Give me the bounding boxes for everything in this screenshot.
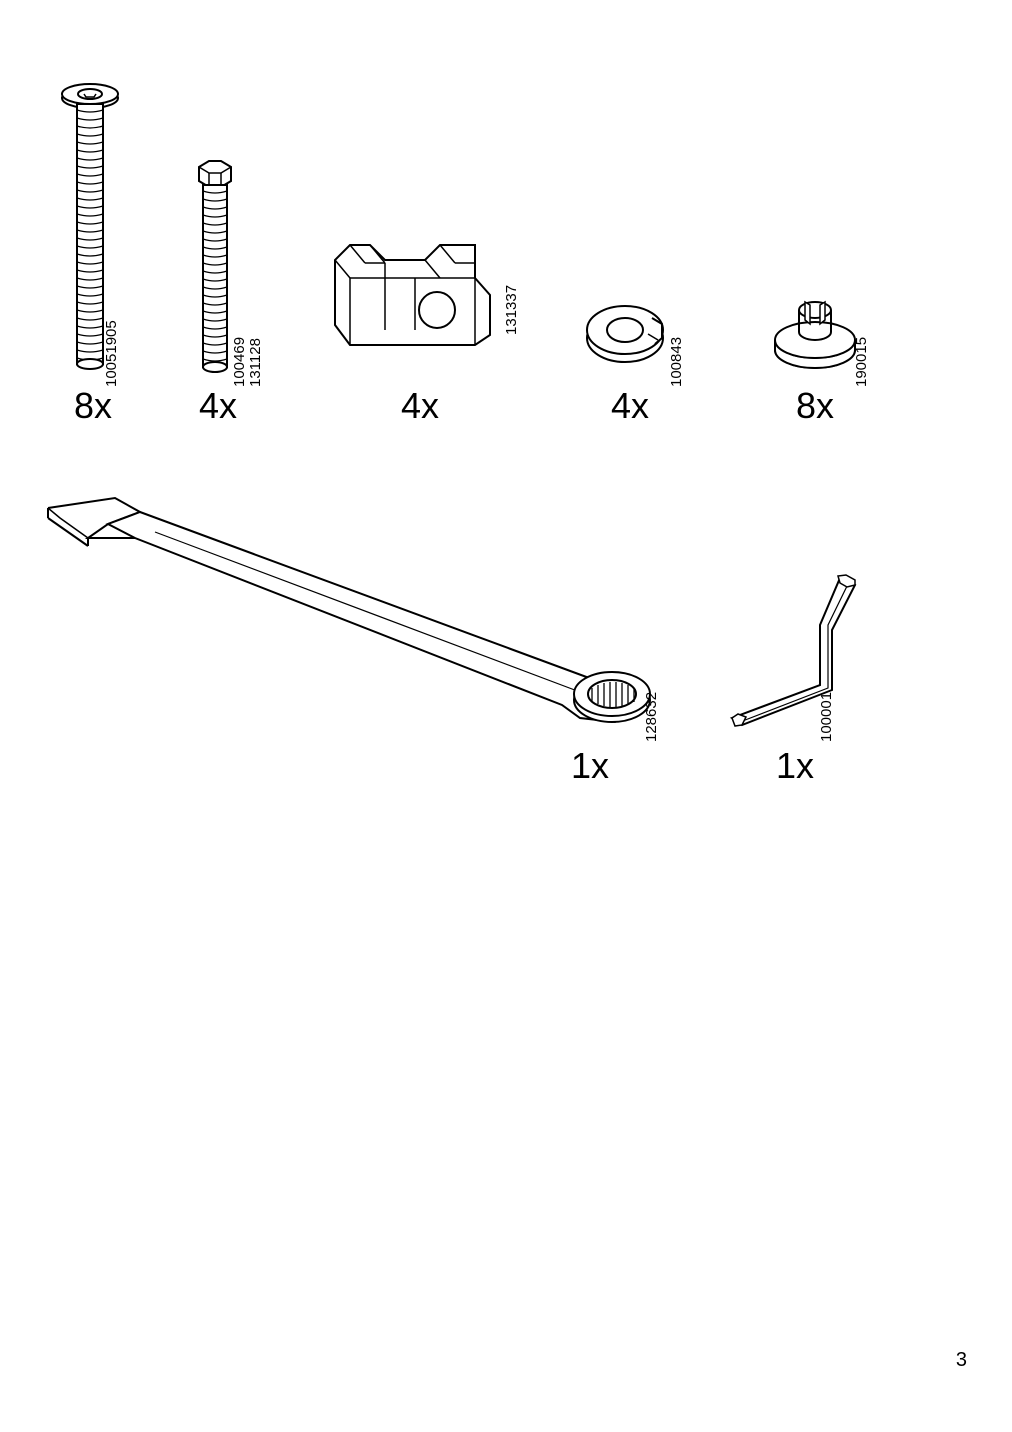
quantity-label: 1x — [560, 745, 620, 787]
lock-washer-icon — [580, 300, 675, 370]
quantity-label: 4x — [188, 385, 248, 427]
instruction-page: 10051905 8x 100469 131128 4x — [0, 0, 1012, 1432]
part-number-label: 100001 — [818, 692, 835, 742]
part-foot-cap — [770, 290, 865, 375]
part-number-label: 10051905 — [103, 320, 120, 387]
part-bracket — [325, 230, 510, 365]
part-number-label: 100843 — [668, 337, 685, 387]
foot-cap-icon — [770, 290, 865, 375]
quantity-label: 8x — [63, 385, 123, 427]
part-number-label: 131128 — [247, 338, 264, 387]
quantity-label: 4x — [600, 385, 660, 427]
allen-key-icon — [720, 570, 870, 735]
quantity-label: 1x — [765, 745, 825, 787]
quantity-label: 4x — [390, 385, 450, 427]
part-number-label: 128632 — [643, 692, 660, 742]
part-lock-washer — [580, 300, 675, 370]
part-number-label: 131337 — [503, 285, 520, 335]
part-wrench — [40, 490, 660, 740]
bracket-icon — [325, 230, 510, 365]
part-allen-key — [720, 570, 870, 735]
quantity-label: 8x — [785, 385, 845, 427]
page-number: 3 — [956, 1349, 967, 1372]
part-number-label: 100469 — [231, 337, 248, 387]
part-number-label: 190015 — [853, 337, 870, 387]
wrench-icon — [40, 490, 660, 740]
